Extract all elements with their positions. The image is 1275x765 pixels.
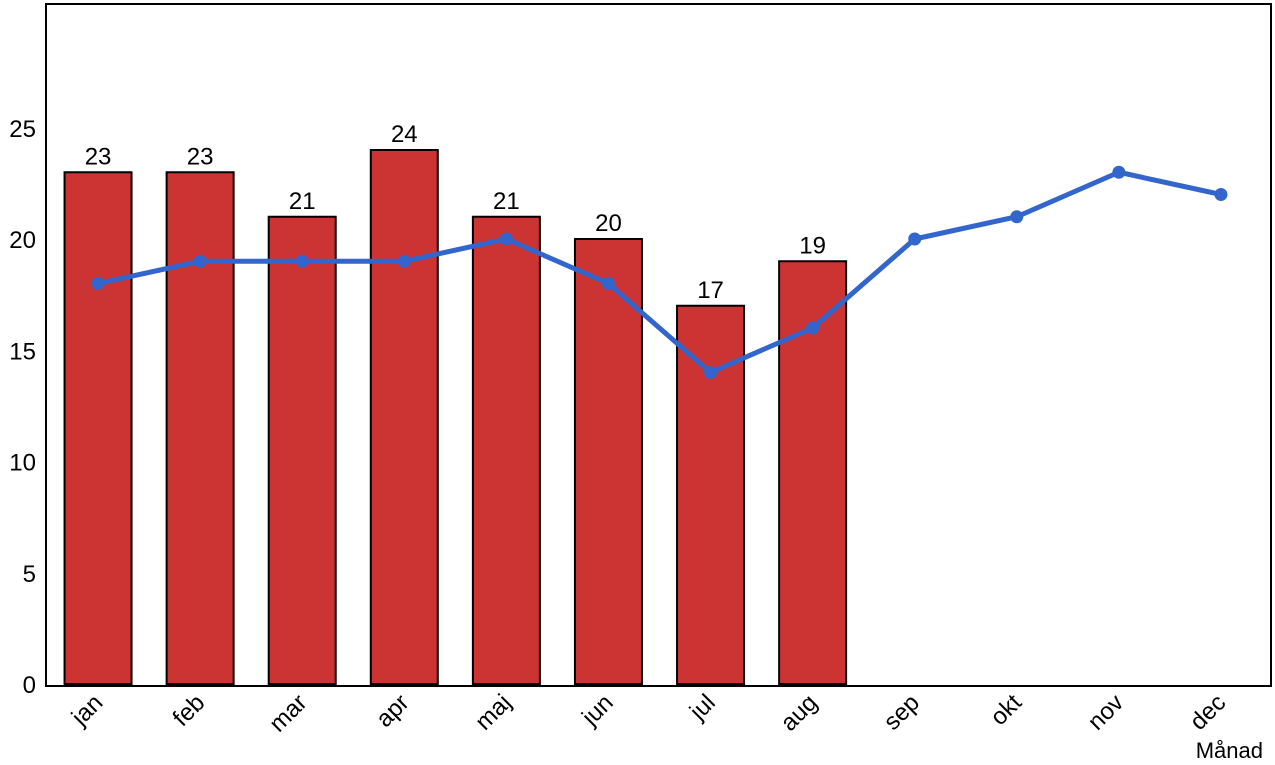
bar-data-label-maj: 21 <box>493 188 520 215</box>
line-point-jan <box>91 277 105 290</box>
bar-data-label-jul: 17 <box>697 277 724 304</box>
bar-apr <box>369 149 439 685</box>
y-tick-label: 10 <box>9 450 36 477</box>
bar-jan <box>63 171 133 685</box>
line-point-okt <box>1010 210 1024 224</box>
bar-data-label-apr: 24 <box>391 121 418 148</box>
line-point-feb <box>193 254 207 268</box>
line-point-apr <box>397 254 411 268</box>
bar-data-label-feb: 23 <box>187 143 214 170</box>
y-tick-label: 15 <box>9 338 36 365</box>
bar-data-label-aug: 19 <box>799 232 826 259</box>
x-tick-label-dec: dec <box>1185 689 1231 735</box>
plot-frame <box>45 3 1272 687</box>
bar-data-label-jan: 23 <box>85 143 112 170</box>
line-series <box>91 165 1228 379</box>
x-tick-label-aug: aug <box>775 689 822 736</box>
x-tick-label-jun: jun <box>576 689 618 731</box>
x-axis-ticks: jan feb mar apr maj jun jul aug sep okt nov dec <box>66 689 1231 738</box>
x-tick-label-nov: nov <box>1083 689 1129 735</box>
bar-data-label-jun: 20 <box>595 210 622 237</box>
bar-feb <box>165 171 235 685</box>
line-point-jul <box>704 366 718 379</box>
line-point-dec <box>1214 188 1228 201</box>
line-point-aug <box>806 321 820 335</box>
y-tick-label: 5 <box>23 561 36 588</box>
x-axis-title: Månad <box>1196 738 1263 763</box>
line-point-maj <box>499 232 513 246</box>
y-axis-ticks: 0 5 10 15 20 25 <box>9 116 36 699</box>
line-path <box>95 169 1224 375</box>
bar-mar <box>267 215 337 685</box>
x-tick-label-feb: feb <box>168 689 211 732</box>
bar-series <box>63 149 848 685</box>
line-point-mar <box>295 254 309 268</box>
line-point-sep <box>908 232 922 246</box>
line-point-nov <box>1112 165 1126 179</box>
x-tick-label-sep: sep <box>878 689 924 735</box>
bar-data-labels: 23 23 21 24 21 20 17 19 <box>85 121 826 304</box>
x-tick-label-jul: jul <box>684 689 721 726</box>
x-tick-label-jan: jan <box>66 689 108 731</box>
x-tick-label-maj: maj <box>470 689 516 735</box>
y-tick-label: 25 <box>9 116 36 143</box>
x-tick-label-okt: okt <box>985 689 1027 731</box>
line-point-jun <box>601 277 615 290</box>
x-tick-label-apr: apr <box>371 689 415 733</box>
bar-jun <box>573 238 643 685</box>
y-tick-label: 20 <box>9 227 36 254</box>
bar-maj <box>471 215 541 685</box>
y-tick-label: 0 <box>23 672 36 699</box>
bar-data-label-mar: 21 <box>289 188 316 215</box>
x-tick-label-mar: mar <box>264 689 312 737</box>
